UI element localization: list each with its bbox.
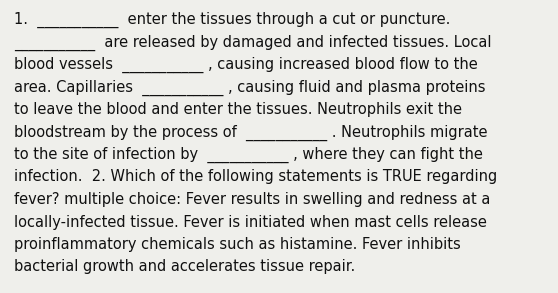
Text: area. Capillaries  ___________ , causing fluid and plasma proteins: area. Capillaries ___________ , causing … [14, 79, 485, 96]
Text: infection.  2. Which of the following statements is TRUE regarding: infection. 2. Which of the following sta… [14, 169, 497, 185]
Text: bloodstream by the process of  ___________ . Neutrophils migrate: bloodstream by the process of __________… [14, 125, 488, 141]
Text: blood vessels  ___________ , causing increased blood flow to the: blood vessels ___________ , causing incr… [14, 57, 478, 73]
Text: bacterial growth and accelerates tissue repair.: bacterial growth and accelerates tissue … [14, 260, 355, 275]
Text: to the site of infection by  ___________ , where they can fight the: to the site of infection by ___________ … [14, 147, 483, 163]
Text: to leave the blood and enter the tissues. Neutrophils exit the: to leave the blood and enter the tissues… [14, 102, 462, 117]
Text: locally-infected tissue. Fever is initiated when mast cells release: locally-infected tissue. Fever is initia… [14, 214, 487, 229]
Text: proinflammatory chemicals such as histamine. Fever inhibits: proinflammatory chemicals such as histam… [14, 237, 461, 252]
Text: 1.  ___________  enter the tissues through a cut or puncture.: 1. ___________ enter the tissues through… [14, 12, 450, 28]
Text: fever? multiple choice: Fever results in swelling and redness at a: fever? multiple choice: Fever results in… [14, 192, 490, 207]
Text: ___________  are released by damaged and infected tissues. Local: ___________ are released by damaged and … [14, 35, 492, 51]
